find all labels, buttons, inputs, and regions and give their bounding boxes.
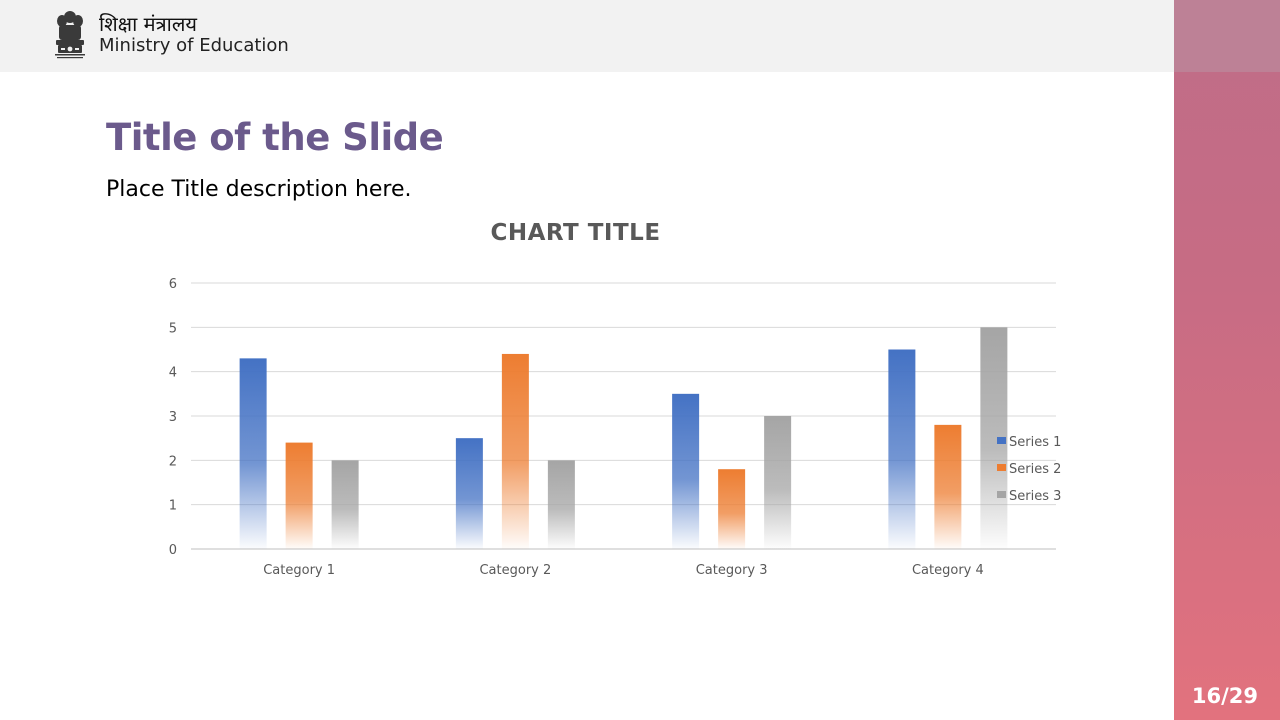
bar-series-1 <box>672 393 700 549</box>
legend-label: Series 2 <box>1009 462 1061 477</box>
bar-chart: CHART TITLE 0 1 2 3 4 5 6 Category 1 Category 2 Ca… <box>169 220 1062 578</box>
y-tick-label: 6 <box>169 277 177 292</box>
legend-label: Series 3 <box>1009 489 1061 504</box>
y-tick-label: 2 <box>169 454 177 469</box>
national-emblem-icon <box>55 11 85 59</box>
bar-series-1 <box>239 358 267 549</box>
bar-series-3 <box>547 460 575 549</box>
y-tick-label: 5 <box>169 321 177 336</box>
header-bar: शिक्षा मंत्रालय Ministry of Education <box>0 0 1174 72</box>
bar-series-2 <box>718 469 746 549</box>
side-panel: 16/29 <box>1174 0 1280 720</box>
bar-series-3 <box>764 416 792 549</box>
bar-series-2 <box>285 442 313 549</box>
x-tick-label: Category 2 <box>479 563 551 578</box>
side-panel-top <box>1174 0 1280 72</box>
org-name-hindi: शिक्षा मंत्रालय <box>99 12 197 36</box>
bar-series-2 <box>934 424 962 549</box>
bar-series-2 <box>501 353 529 549</box>
legend-label: Series 1 <box>1009 435 1061 450</box>
x-tick-label: Category 3 <box>696 563 768 578</box>
legend-swatch <box>997 437 1006 444</box>
y-tick-label: 3 <box>169 410 177 425</box>
page-number: 16/29 <box>1191 684 1258 708</box>
x-tick-label: Category 1 <box>263 563 335 578</box>
legend-swatch <box>997 491 1006 498</box>
org-name-english: Ministry of Education <box>99 35 289 56</box>
slide-description: Place Title description here. <box>106 177 412 202</box>
legend-swatch <box>997 464 1006 471</box>
chart-title: CHART TITLE <box>490 220 660 246</box>
bar-series-3 <box>331 460 359 549</box>
slide-title: Title of the Slide <box>106 116 444 159</box>
y-tick-label: 1 <box>169 499 177 514</box>
y-tick-label: 0 <box>169 543 177 558</box>
bar-series-1 <box>888 349 916 549</box>
x-tick-label: Category 4 <box>912 563 984 578</box>
bar-series-1 <box>455 438 483 549</box>
y-tick-label: 4 <box>169 366 177 381</box>
